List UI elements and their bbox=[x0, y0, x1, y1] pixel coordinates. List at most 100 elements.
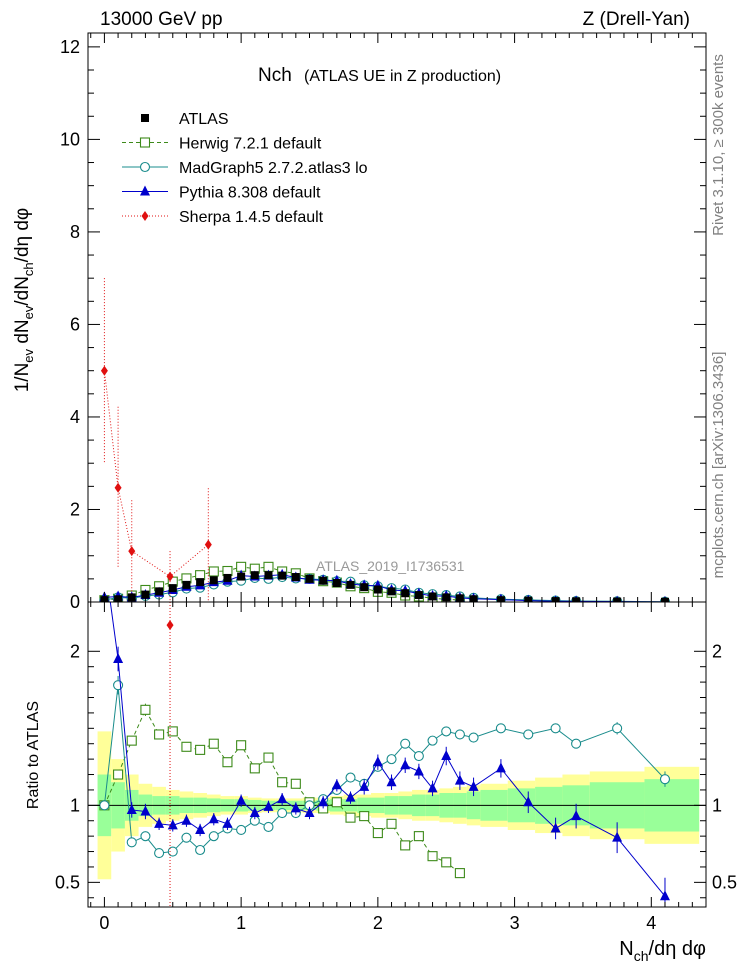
madgraph-ratio-point bbox=[454, 729, 465, 740]
madgraph-ratio-point bbox=[208, 831, 219, 842]
madgraph-ratio-point bbox=[441, 726, 452, 737]
pythia-ratio-point bbox=[441, 750, 452, 761]
herwig-ratio-point bbox=[386, 818, 397, 829]
atlas-data-point bbox=[155, 587, 164, 596]
pythia-ratio-point bbox=[659, 890, 670, 901]
madgraph-ratio-point bbox=[99, 800, 110, 811]
herwig-ratio-point bbox=[208, 738, 219, 749]
herwig-ratio-point bbox=[249, 763, 260, 774]
atlas-data-point bbox=[319, 576, 328, 585]
pythia-ratio-point bbox=[413, 765, 424, 776]
pythia-ratio-point bbox=[290, 802, 301, 813]
atlas-data-point bbox=[209, 576, 218, 585]
y-tick-label-top: 12 bbox=[60, 37, 80, 57]
y-tick-label-bottom-right: 0.5 bbox=[712, 872, 737, 892]
y-tick-label-top: 0 bbox=[70, 592, 80, 612]
herwig-ratio-point bbox=[290, 778, 301, 789]
madgraph-ratio-point bbox=[400, 738, 411, 749]
y-axis-label-top: 1/Nev dNev/dNch/dη dφ bbox=[12, 208, 36, 393]
y-tick-label-bottom-right: 2 bbox=[712, 641, 722, 661]
madgraph-ratio-point bbox=[413, 750, 424, 762]
legend-marker-sherpa bbox=[141, 211, 149, 221]
herwig-ratio-point bbox=[441, 857, 452, 868]
y-tick-label-bottom-left: 1 bbox=[70, 795, 80, 815]
madgraph-ratio-point bbox=[659, 774, 671, 785]
madgraph-ratio-point bbox=[181, 832, 192, 843]
x-axis-label: Nch/dη dφ bbox=[619, 938, 706, 964]
herwig-ratio-point bbox=[454, 868, 465, 879]
mcplots-side-label: mcplots.cern.ch [arXiv:1306.3436] bbox=[710, 352, 727, 579]
atlas-data-point bbox=[264, 571, 273, 580]
madgraph-ratio-point bbox=[167, 846, 178, 857]
rivet-side-label: Rivet 3.1.10, ≥ 300k events bbox=[710, 54, 727, 236]
atlas-data-point bbox=[613, 597, 622, 602]
madgraph-ratio-point bbox=[571, 738, 582, 749]
atlas-data-point bbox=[237, 572, 246, 581]
pythia-ratio-point bbox=[304, 807, 315, 818]
pythia-ratio-point bbox=[331, 779, 342, 790]
atlas-data-point bbox=[141, 590, 150, 599]
sherpa-ratio-point bbox=[166, 620, 174, 631]
atlas-data-point bbox=[332, 579, 341, 588]
pythia-ratio-point bbox=[550, 822, 561, 833]
y-tick-label-top: 8 bbox=[70, 222, 80, 242]
pythia-ratio-point bbox=[495, 762, 506, 773]
madgraph-ratio-point bbox=[263, 821, 274, 832]
main-panel: 0 2 4 6 8 10 12 bbox=[60, 32, 707, 612]
madgraph-ratio-point bbox=[126, 837, 137, 848]
legend-label-pythia: Pythia 8.308 default bbox=[179, 185, 321, 202]
herwig-ratio-point bbox=[222, 757, 233, 768]
pythia-ratio-point bbox=[208, 813, 219, 824]
pythia-ratio-point bbox=[236, 794, 247, 805]
madgraph-ratio-point bbox=[612, 723, 623, 734]
sherpa-main-point bbox=[204, 539, 212, 550]
pythia-ratio-point bbox=[523, 796, 534, 807]
x-tick-label: 3 bbox=[510, 913, 520, 933]
pythia-ratio-point bbox=[222, 817, 233, 828]
pythia-ratio-point bbox=[345, 791, 356, 802]
pythia-ratio-point bbox=[386, 776, 397, 787]
pythia-ratio-point bbox=[140, 805, 151, 816]
pythia-ratio-point bbox=[612, 831, 623, 842]
atlas-data-point bbox=[196, 578, 205, 587]
madgraph-ratio-point bbox=[236, 824, 247, 836]
ratio-panel: 0 1 2 3 4 0.5 0.5 1 1 2 2 bbox=[55, 553, 737, 933]
x-tick-label: 2 bbox=[373, 913, 383, 933]
pythia-ratio-point bbox=[99, 553, 109, 563]
y-tick-label-bottom-left: 2 bbox=[70, 641, 80, 661]
herwig-ratio-point bbox=[427, 851, 438, 862]
pythia-ratio-point bbox=[571, 810, 582, 821]
madgraph-ratio-point bbox=[550, 723, 561, 734]
y-tick-label-top: 10 bbox=[60, 129, 80, 149]
legend-label-herwig: Herwig 7.2.1 default bbox=[179, 136, 322, 153]
atlas-data-point bbox=[250, 571, 259, 580]
atlas-data-point bbox=[572, 597, 581, 602]
pythia-ratio-line bbox=[109, 602, 666, 897]
pythia-ratio-point bbox=[181, 814, 192, 825]
herwig-ratio-point bbox=[413, 831, 424, 842]
herwig-ratio-point bbox=[126, 735, 137, 746]
x-tick-label: 1 bbox=[236, 913, 246, 933]
madgraph-ratio-point bbox=[195, 844, 206, 856]
herwig-ratio-point bbox=[167, 726, 178, 737]
pythia-ratio-point bbox=[249, 807, 260, 818]
madgraph-ratio-point bbox=[140, 831, 151, 842]
madgraph-ratio-point bbox=[277, 807, 288, 819]
herwig-ratio-point bbox=[400, 840, 411, 851]
x-tick-label: 4 bbox=[646, 913, 656, 933]
herwig-ratio-point bbox=[140, 704, 151, 715]
atlas-data-point bbox=[346, 580, 355, 589]
plot-title-sub: (ATLAS UE in Z production) bbox=[304, 68, 501, 85]
sherpa-main-point bbox=[114, 482, 122, 493]
sherpa-main-point bbox=[166, 571, 174, 582]
herwig-ratio-point bbox=[345, 812, 356, 823]
legend: ATLAS Herwig 7.2.1 default MadGraph5 2.7.2… bbox=[122, 111, 368, 226]
madgraph-ratio-point bbox=[427, 735, 438, 746]
atlas-data-point bbox=[168, 584, 177, 593]
herwig-ratio-point bbox=[359, 811, 370, 822]
herwig-ratio-point bbox=[113, 769, 124, 780]
pythia-ratio-point bbox=[154, 817, 165, 828]
atlas-data-point bbox=[223, 573, 232, 582]
legend-marker-atlas bbox=[141, 114, 149, 122]
x-tick-label: 0 bbox=[99, 913, 109, 933]
